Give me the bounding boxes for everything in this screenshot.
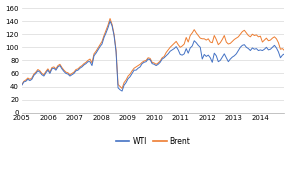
Brent — [283, 50, 286, 52]
Brent — [120, 87, 124, 89]
WTI — [20, 84, 23, 86]
Brent — [42, 74, 46, 76]
Brent — [237, 36, 240, 38]
Brent — [100, 40, 104, 42]
WTI — [110, 25, 114, 27]
Line: Brent: Brent — [22, 18, 284, 88]
Brent — [235, 37, 238, 39]
Brent — [52, 66, 56, 68]
Line: WTI: WTI — [22, 21, 284, 91]
WTI — [237, 50, 240, 52]
WTI — [108, 20, 112, 22]
WTI — [100, 43, 104, 45]
WTI — [235, 53, 238, 55]
WTI — [283, 53, 286, 55]
Legend: WTI, Brent: WTI, Brent — [113, 133, 194, 149]
WTI — [42, 75, 46, 77]
Brent — [108, 17, 112, 19]
Brent — [20, 84, 23, 86]
Brent — [110, 23, 114, 25]
WTI — [120, 90, 124, 92]
WTI — [52, 67, 56, 69]
